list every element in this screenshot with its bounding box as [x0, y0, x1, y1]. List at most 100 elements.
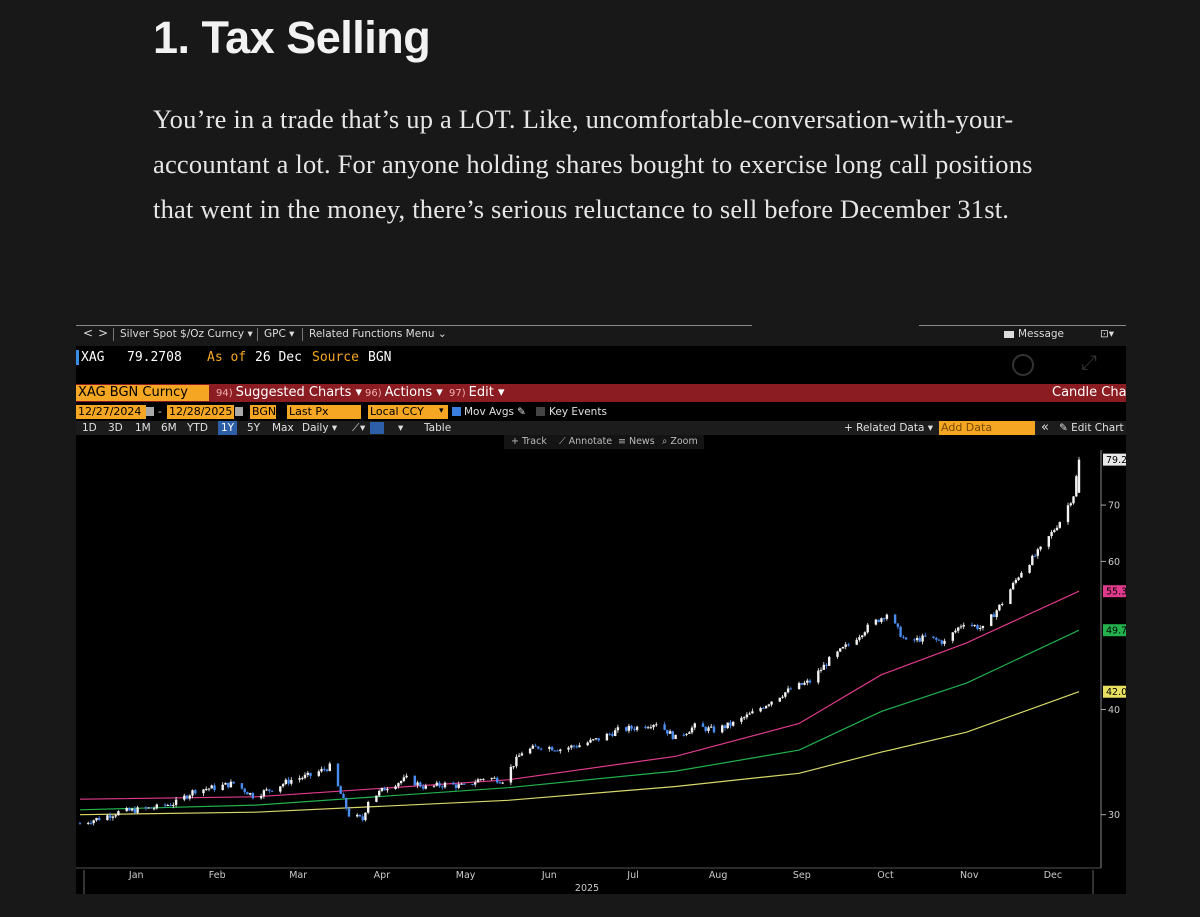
- envelope-icon: [1004, 330, 1014, 338]
- candle: [221, 784, 224, 790]
- candle: [493, 777, 496, 779]
- candle: [227, 782, 230, 788]
- candle: [169, 805, 172, 806]
- collapse-icon[interactable]: «: [1041, 420, 1049, 435]
- candle: [954, 630, 957, 633]
- candle: [92, 820, 95, 824]
- candle: [262, 790, 266, 796]
- candle-chart-icon[interactable]: [370, 422, 384, 434]
- line-chart-dropdown[interactable]: ▾: [360, 422, 366, 434]
- periodicity-selector[interactable]: Daily ▾: [302, 422, 338, 434]
- candle: [87, 822, 90, 824]
- candle: [342, 794, 345, 798]
- timeframe-button[interactable]: 6M: [161, 422, 177, 434]
- message-button[interactable]: Message: [1004, 328, 1064, 340]
- timeframe-button[interactable]: Max: [272, 422, 294, 434]
- price-chart[interactable]: 30 40 60 70 Jan Feb Mar Apr May Jun Jul Aug Sep Oct N…: [76, 450, 1126, 894]
- chart-options-row: 12/27/2024 - 12/28/2025 BGN Last Px Loca…: [76, 404, 1126, 421]
- x-tick-label: Apr: [374, 870, 391, 881]
- candle: [476, 779, 480, 783]
- suggested-charts-number: 94): [216, 388, 233, 399]
- candle: [1017, 577, 1020, 580]
- candle: [479, 779, 482, 781]
- annotate-tool[interactable]: ⟋ Annotate: [559, 435, 612, 449]
- timeframe-button[interactable]: 1D: [82, 422, 97, 434]
- actions-menu[interactable]: 96) Actions ▾: [365, 385, 443, 401]
- timeframe-button[interactable]: 3D: [108, 422, 123, 434]
- timeframe-button[interactable]: YTD: [187, 422, 208, 434]
- candle: [666, 729, 669, 734]
- line-chart-icon[interactable]: ⟋: [352, 422, 360, 434]
- moving-average-tag: 49.7: [1106, 626, 1126, 637]
- mov-avgs-checkbox[interactable]: [452, 407, 461, 416]
- timeframe-button-active[interactable]: 1Y: [218, 421, 238, 435]
- candle: [625, 727, 628, 731]
- candle: [515, 756, 518, 767]
- currency-selector[interactable]: Local CCY: [368, 405, 448, 419]
- as-of-label: As of: [207, 350, 247, 365]
- candle: [844, 644, 847, 647]
- candle: [213, 785, 216, 790]
- related-data-button[interactable]: + Related Data ▾: [844, 422, 934, 434]
- news-tool[interactable]: ≡ News: [618, 435, 655, 449]
- candle: [471, 784, 474, 785]
- candle: [729, 722, 732, 726]
- candle: [863, 632, 867, 636]
- price-field-selector[interactable]: Last Px: [287, 405, 361, 419]
- start-date-calendar-icon[interactable]: [146, 407, 154, 416]
- chart-type-label[interactable]: Candle Char: [1052, 385, 1126, 400]
- candle: [592, 739, 595, 741]
- pricing-source-field[interactable]: BGN: [250, 405, 277, 419]
- zoom-tool[interactable]: ⌕ Zoom: [662, 435, 698, 449]
- expand-icon[interactable]: ⤢: [1081, 350, 1097, 374]
- table-button[interactable]: Table: [424, 422, 452, 434]
- candle: [847, 644, 850, 646]
- candle: [1053, 530, 1056, 533]
- candle: [438, 782, 441, 787]
- candle: [380, 787, 384, 791]
- candle: [512, 766, 515, 768]
- candle: [649, 727, 653, 729]
- candle: [751, 711, 754, 714]
- candle: [147, 807, 150, 809]
- add-data-input[interactable]: Add Data: [939, 421, 1035, 435]
- x-tick-label: May: [456, 870, 476, 881]
- timeframe-button[interactable]: 1M: [135, 422, 151, 434]
- more-options-dropdown[interactable]: ▾: [398, 422, 404, 434]
- end-date-field[interactable]: 12/28/2025: [167, 405, 234, 419]
- forward-button[interactable]: >: [98, 326, 109, 340]
- related-functions-menu[interactable]: Related Functions Menu ⌄: [309, 328, 447, 340]
- nav-top-border-right: [919, 325, 1126, 326]
- candle: [995, 610, 998, 617]
- currency-dropdown-arrow[interactable]: ▾: [439, 406, 444, 416]
- security-field[interactable]: XAG BGN Curncy: [76, 385, 209, 401]
- edit-chart-button[interactable]: ✎ Edit Chart: [1059, 422, 1124, 434]
- candle: [441, 786, 444, 788]
- key-events-checkbox[interactable]: [536, 407, 545, 416]
- x-axis-year-label: 2025: [575, 883, 599, 894]
- window-menu-icon[interactable]: ⊡▾: [1100, 328, 1115, 340]
- candle: [841, 647, 845, 649]
- pencil-icon[interactable]: ✎: [517, 406, 526, 418]
- candle: [460, 783, 463, 785]
- y-tick-label: 60: [1108, 557, 1120, 568]
- security-selector[interactable]: Silver Spot $/Oz Curncy ▾: [120, 328, 253, 340]
- refresh-icon[interactable]: [1012, 354, 1034, 376]
- function-selector[interactable]: GPC ▾: [264, 328, 295, 340]
- timeframe-button[interactable]: 5Y: [247, 422, 261, 434]
- candle: [251, 793, 255, 799]
- start-date-field[interactable]: 12/27/2024: [76, 405, 146, 419]
- candle: [1033, 555, 1037, 557]
- candle: [1009, 589, 1012, 604]
- suggested-charts-menu[interactable]: 94) Suggested Charts ▾: [216, 385, 362, 401]
- y-tick-label: 30: [1108, 810, 1120, 821]
- candle: [240, 783, 244, 789]
- edit-menu[interactable]: 97) Edit ▾: [449, 385, 504, 401]
- candle: [704, 726, 707, 731]
- candle: [95, 818, 98, 821]
- end-date-calendar-icon[interactable]: [235, 407, 243, 416]
- back-button[interactable]: <: [83, 326, 94, 340]
- candle: [959, 626, 963, 628]
- track-tool[interactable]: + Track: [511, 435, 547, 449]
- candle: [89, 822, 93, 824]
